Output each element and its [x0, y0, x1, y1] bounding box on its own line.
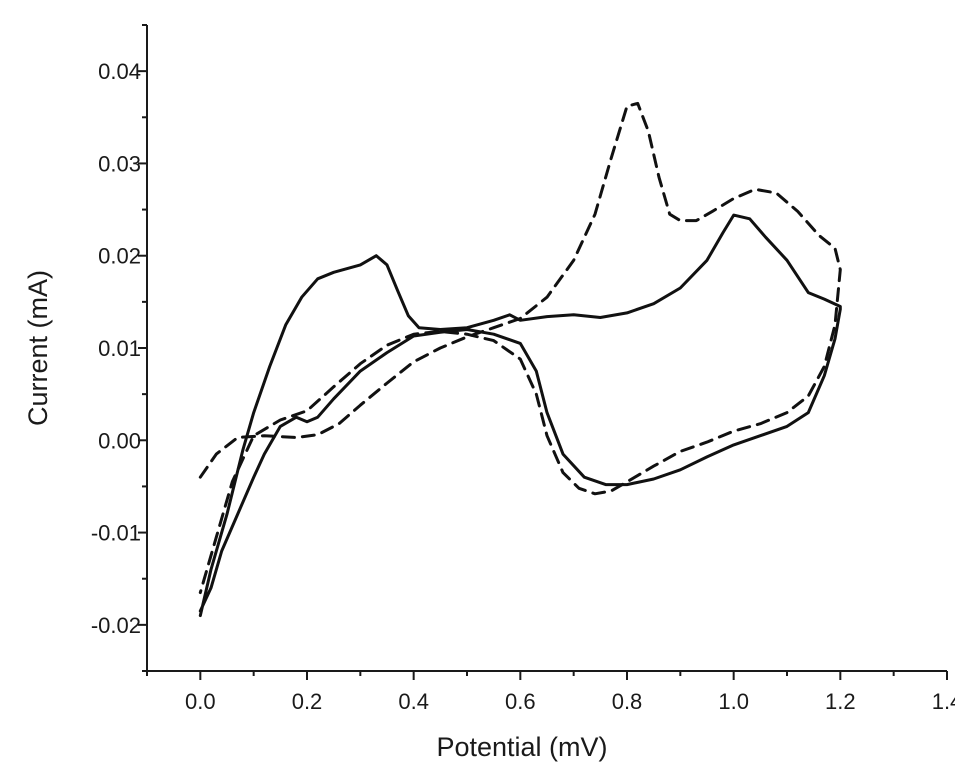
x-tick-label: 1.0: [718, 689, 749, 714]
x-tick-label: 0.6: [505, 689, 536, 714]
y-tick-label: 0.04: [98, 59, 141, 84]
y-tick-label: 0.03: [98, 151, 141, 176]
y-tick-label: 0.02: [98, 244, 141, 269]
x-axis-title: Potential (mV): [436, 732, 607, 762]
x-tick-label: 0.2: [292, 689, 323, 714]
series-layer: [198, 101, 842, 618]
x-axis-ticks: 0.0 0.2 0.4 0.6 0.8 1.0 1.2 1.4: [146, 671, 955, 714]
y-tick-label: 0.00: [98, 428, 141, 453]
y-axis-ticks: -0.02 -0.01 0.00 0.01 0.02 0.03 0.04: [91, 24, 147, 672]
series-dashed-line: [198, 101, 842, 595]
x-tick-label: 1.4: [932, 689, 955, 714]
y-axis-title: Current (mA): [23, 270, 53, 426]
x-tick-label: 0.0: [185, 689, 216, 714]
y-tick-label: -0.02: [91, 613, 141, 638]
x-tick-label: 0.8: [612, 689, 643, 714]
series-solid-line: [198, 213, 842, 618]
y-tick-label: -0.01: [91, 521, 141, 546]
x-tick-label: 0.4: [398, 689, 429, 714]
y-tick-label: 0.01: [98, 336, 141, 361]
axes: [146, 25, 947, 672]
x-tick-label: 1.2: [825, 689, 856, 714]
